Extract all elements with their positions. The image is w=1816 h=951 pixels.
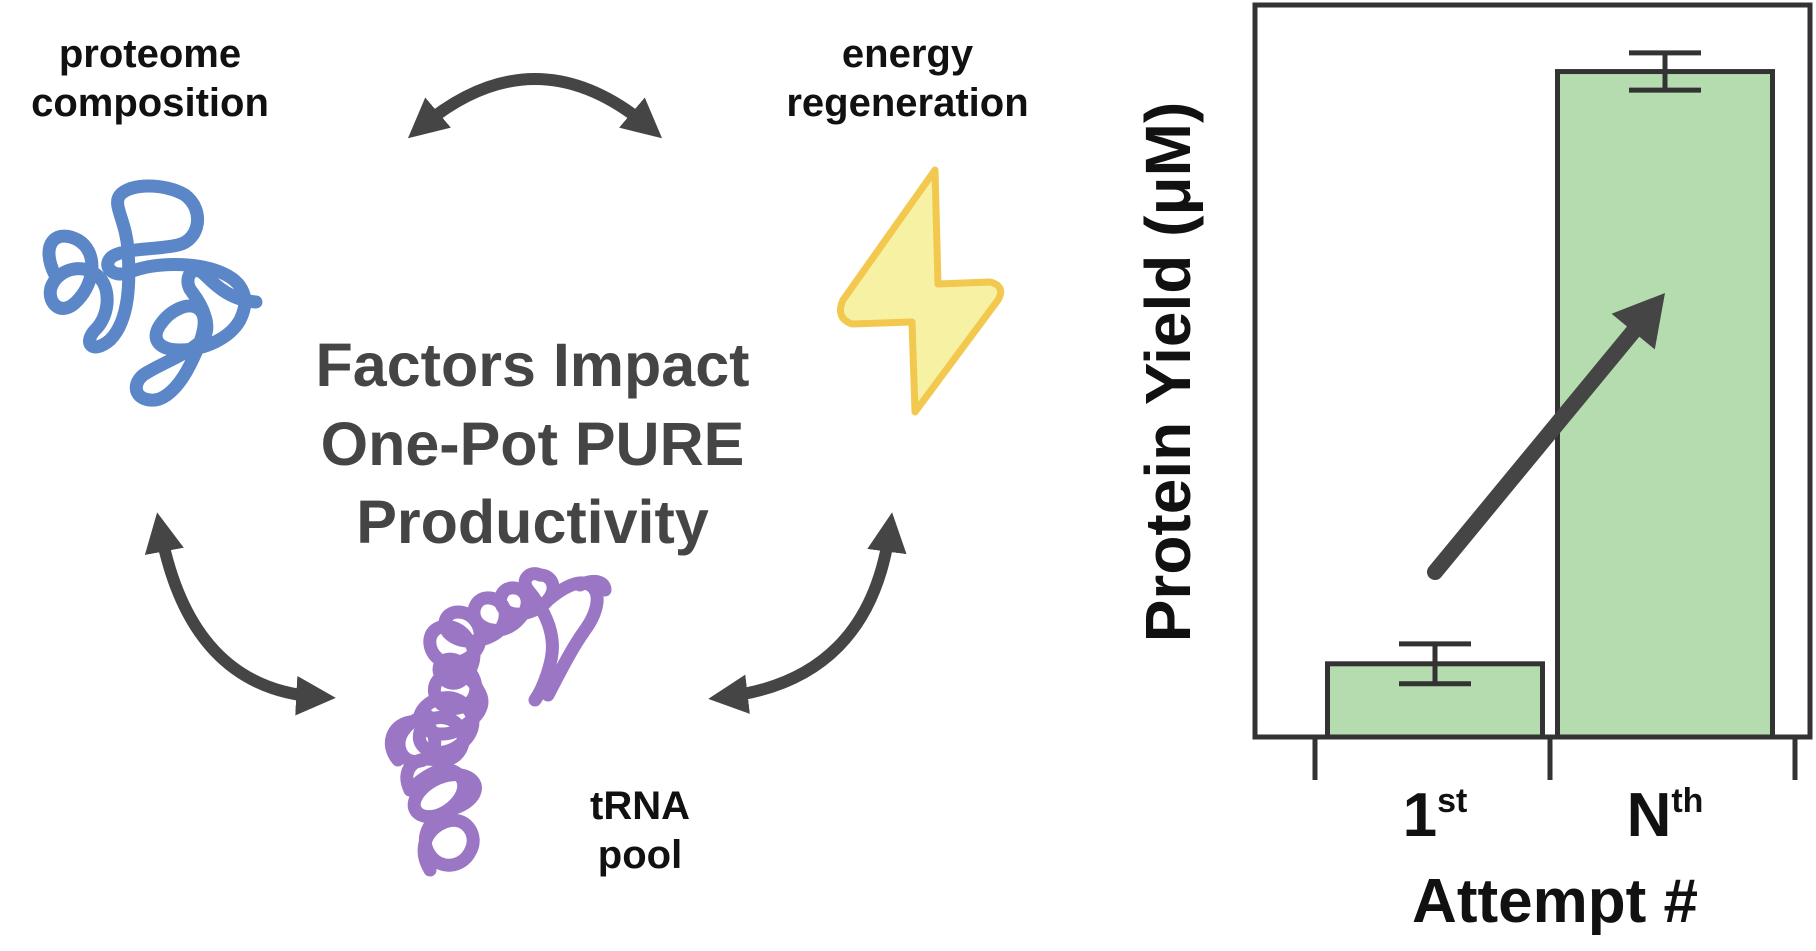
x-tick-label-sup: st: [1437, 782, 1467, 820]
trna-label-line1: tRNA: [590, 784, 690, 828]
x-tick-label-2: Nth: [1627, 781, 1704, 850]
x-tick-label-base: 1: [1403, 781, 1437, 850]
proteome-label-line2: composition: [31, 80, 269, 125]
x-tick-label-1: 1st: [1403, 781, 1468, 850]
trend-arrow-icon: [1427, 312, 1650, 580]
trna-coil-icon: [384, 567, 612, 877]
energy-label-line1: energy: [841, 32, 974, 76]
lightning-bolt-icon: [837, 166, 1005, 416]
double-arrow-icon: [144, 73, 907, 716]
center-title: Factors Impact One-Pot PURE Productivity: [250, 326, 815, 562]
bar-2: [1555, 69, 1775, 740]
x-tick-label-sup: th: [1671, 782, 1703, 820]
y-axis-label: Protein Yield (μM): [1132, 102, 1204, 643]
protein-coil-icon: [42, 179, 263, 407]
center-title-line1: Factors Impact: [315, 331, 750, 399]
proteome-label: proteome composition: [0, 30, 300, 128]
energy-label: energy regeneration: [755, 30, 1060, 128]
x-axis-label: Attempt #: [1412, 867, 1698, 936]
trna-label-line2: pool: [597, 832, 683, 877]
trna-label: tRNA pool: [570, 782, 710, 880]
x-tick-label-base: N: [1627, 781, 1672, 850]
trend-arrow-head: [1611, 293, 1665, 350]
center-title-line3: Productivity: [356, 488, 709, 557]
energy-label-line2: regeneration: [786, 80, 1029, 125]
proteome-label-line1: proteome: [58, 32, 242, 76]
center-title-line2: One-Pot PURE: [320, 409, 745, 478]
